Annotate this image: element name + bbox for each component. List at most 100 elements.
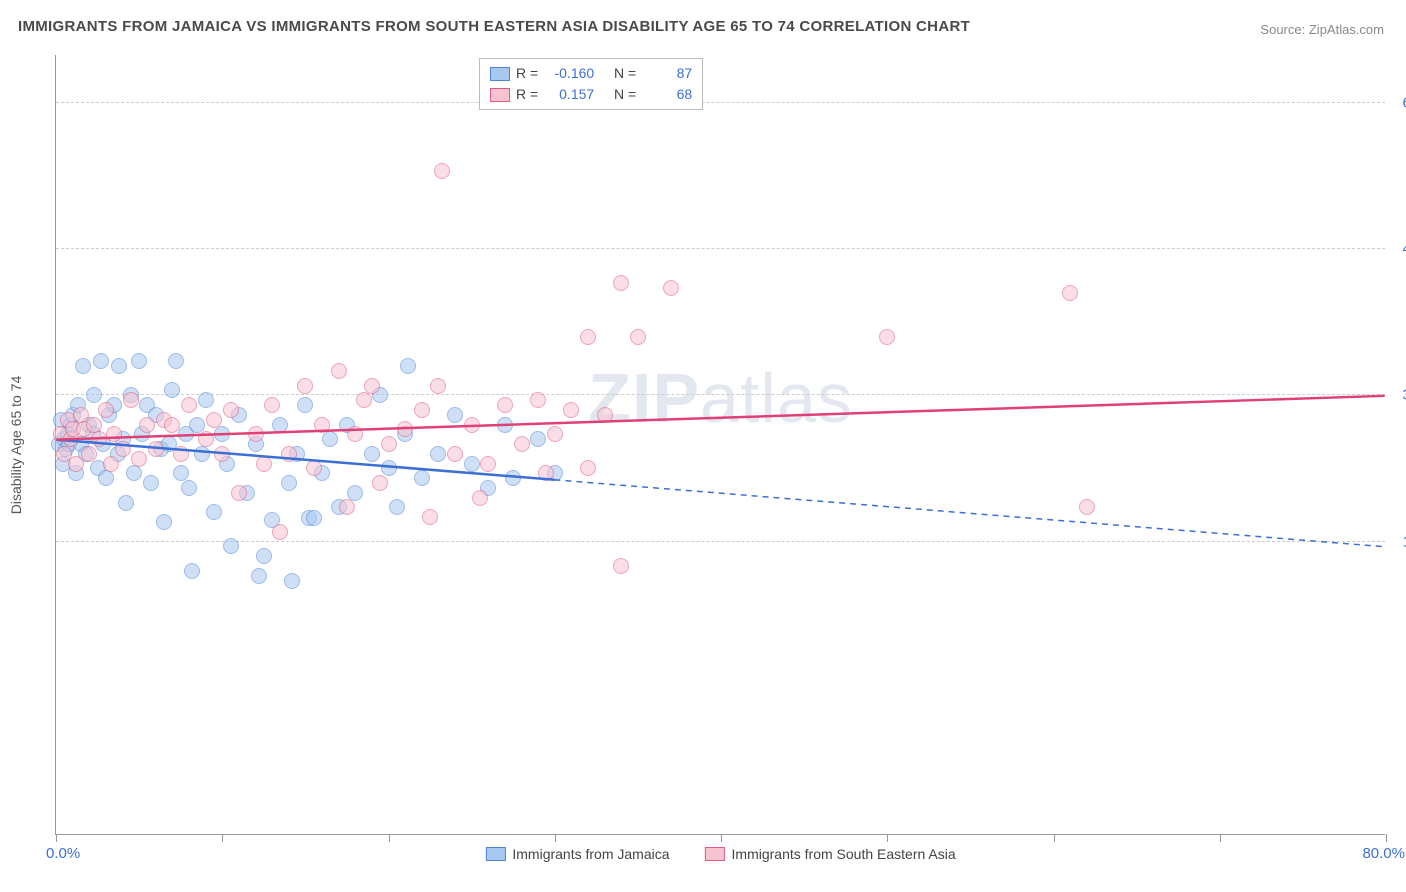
y-tick-label: 15.0%: [1390, 533, 1406, 550]
scatter-point: [322, 431, 338, 447]
scatter-point: [281, 446, 297, 462]
scatter-point: [91, 431, 107, 447]
scatter-point: [181, 397, 197, 413]
scatter-point: [184, 563, 200, 579]
scatter-point: [284, 573, 300, 589]
scatter-point: [364, 446, 380, 462]
scatter-point: [414, 402, 430, 418]
scatter-point: [131, 451, 147, 467]
scatter-point: [272, 524, 288, 540]
scatter-point: [256, 548, 272, 564]
source-label: Source:: [1260, 22, 1305, 37]
scatter-point: [206, 412, 222, 428]
scatter-point: [339, 499, 355, 515]
scatter-point: [272, 417, 288, 433]
scatter-point: [497, 417, 513, 433]
scatter-point: [364, 378, 380, 394]
x-tick: [1386, 834, 1387, 842]
scatter-point: [538, 465, 554, 481]
scatter-point: [164, 417, 180, 433]
legend-item-jamaica: Immigrants from Jamaica: [485, 846, 669, 862]
r-label: R =: [516, 63, 538, 84]
scatter-point: [306, 510, 322, 526]
scatter-point: [347, 485, 363, 501]
legend-bottom: Immigrants from Jamaica Immigrants from …: [485, 846, 955, 862]
scatter-point: [194, 446, 210, 462]
scatter-point: [663, 280, 679, 296]
x-tick: [222, 834, 223, 842]
scatter-point: [281, 475, 297, 491]
scatter-point: [173, 446, 189, 462]
scatter-point: [297, 378, 313, 394]
y-tick-label: 30.0%: [1390, 387, 1406, 404]
n-value: 87: [642, 63, 692, 84]
x-tick: [887, 834, 888, 842]
scatter-point: [472, 490, 488, 506]
legend-label: Immigrants from South Eastern Asia: [732, 846, 956, 862]
scatter-point: [148, 441, 164, 457]
scatter-point: [400, 358, 416, 374]
scatter-point: [198, 431, 214, 447]
scatter-point: [164, 382, 180, 398]
scatter-point: [206, 504, 222, 520]
scatter-point: [347, 426, 363, 442]
scatter-point: [93, 353, 109, 369]
scatter-point: [331, 363, 347, 379]
scatter-point: [879, 329, 895, 345]
scatter-point: [447, 446, 463, 462]
x-tick: [555, 834, 556, 842]
scatter-point: [381, 436, 397, 452]
scatter-point: [480, 456, 496, 472]
gridline: 15.0%: [56, 541, 1385, 542]
scatter-point: [580, 460, 596, 476]
legend-swatch-jamaica: [485, 847, 505, 861]
scatter-point: [314, 417, 330, 433]
scatter-point: [356, 392, 372, 408]
scatter-point: [597, 407, 613, 423]
legend-label: Immigrants from Jamaica: [512, 846, 669, 862]
source-attribution: Source: ZipAtlas.com: [1260, 22, 1384, 37]
scatter-point: [251, 568, 267, 584]
scatter-point: [1079, 499, 1095, 515]
legend-swatch-jamaica: [490, 67, 510, 81]
scatter-point: [530, 392, 546, 408]
y-tick-label: 60.0%: [1390, 94, 1406, 111]
gridline: 45.0%: [56, 248, 1385, 249]
scatter-point: [139, 417, 155, 433]
scatter-point: [223, 402, 239, 418]
n-label: N =: [614, 84, 636, 105]
chart-title: IMMIGRANTS FROM JAMAICA VS IMMIGRANTS FR…: [18, 18, 970, 35]
scatter-point: [86, 387, 102, 403]
scatter-point: [86, 417, 102, 433]
source-link[interactable]: ZipAtlas.com: [1309, 22, 1384, 37]
x-tick: [1220, 834, 1221, 842]
scatter-point: [189, 417, 205, 433]
scatter-point: [414, 470, 430, 486]
scatter-point: [505, 470, 521, 486]
scatter-point: [214, 446, 230, 462]
scatter-point: [514, 436, 530, 452]
scatter-point: [422, 509, 438, 525]
scatter-point: [98, 402, 114, 418]
scatter-point: [381, 460, 397, 476]
chart-plot-area: Disability Age 65 to 74 ZIPatlas 15.0%30…: [55, 55, 1385, 835]
scatter-point: [389, 499, 405, 515]
y-tick-label: 45.0%: [1390, 241, 1406, 258]
scatter-point: [306, 460, 322, 476]
scatter-point: [630, 329, 646, 345]
legend-item-seasia: Immigrants from South Eastern Asia: [705, 846, 956, 862]
scatter-point: [547, 426, 563, 442]
scatter-point: [214, 426, 230, 442]
x-axis-max-label: 80.0%: [1362, 845, 1405, 862]
x-tick: [56, 834, 57, 842]
scatter-point: [181, 480, 197, 496]
scatter-point: [372, 475, 388, 491]
scatter-point: [264, 397, 280, 413]
scatter-point: [464, 417, 480, 433]
scatter-point: [168, 353, 184, 369]
x-tick: [389, 834, 390, 842]
scatter-point: [81, 446, 97, 462]
scatter-point: [580, 329, 596, 345]
r-value: 0.157: [544, 84, 594, 105]
scatter-point: [434, 163, 450, 179]
